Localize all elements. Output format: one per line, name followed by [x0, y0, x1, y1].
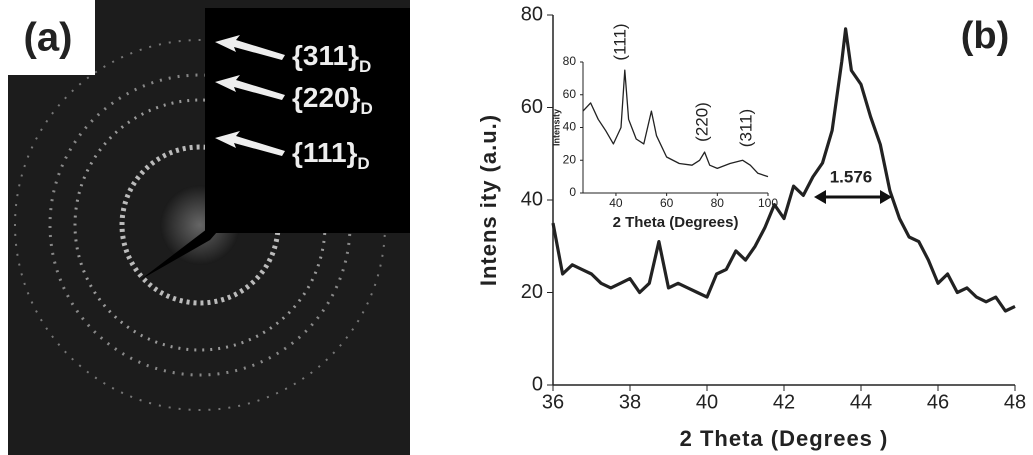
- x-tick-label: 80: [711, 196, 725, 210]
- annotation-subscript: D: [357, 154, 369, 173]
- y-tick-label: 80: [563, 54, 577, 68]
- x-tick-label: 44: [850, 391, 872, 413]
- y-tick-label: 40: [563, 120, 577, 134]
- arrow-head: [814, 190, 826, 204]
- peak-label: (220): [692, 102, 711, 142]
- panel-b: 36 38 40 42 44 46 48 0 20 40 60 80 2 Theta (Degrees …: [476, 3, 1026, 451]
- y-tick-label: 20: [521, 281, 543, 303]
- annotation-text: {220}: [292, 82, 361, 113]
- annotation: {220}D: [292, 82, 373, 118]
- x-tick-label: 40: [609, 196, 623, 210]
- data-line: [582, 69, 769, 178]
- y-axis-label: Intensity: [551, 109, 561, 146]
- y-tick-label: 60: [521, 96, 543, 118]
- peak-label: (111): [610, 23, 629, 60]
- inset-chart: 40 60 80 100 0 20 40 60 80 2 Theta (Degrees) Inten…: [551, 23, 778, 231]
- annotations: {311}D{220}D{111}D: [292, 40, 373, 173]
- x-tick-label: 42: [773, 391, 795, 413]
- x-tick-label: 60: [660, 196, 674, 210]
- y-tick-label: 0: [569, 185, 576, 199]
- arrows: [215, 35, 285, 156]
- data-line: [551, 27, 1016, 313]
- panel-a: (a) {311}D{220}D{111}D: [0, 0, 410, 455]
- y-tick-label: 80: [521, 3, 543, 25]
- annotation: {111}D: [292, 137, 370, 173]
- y-tick-label: 60: [563, 87, 577, 101]
- x-tick-label: 36: [542, 391, 564, 413]
- x-tick-label: 38: [619, 391, 641, 413]
- y-tick-label: 20: [563, 152, 577, 166]
- x-axis-label: 2 Theta (Degrees ): [680, 426, 889, 451]
- annotation-text: {111}: [292, 137, 358, 168]
- label-background: [0, 0, 95, 75]
- y-tick-label: 0: [532, 373, 543, 395]
- beam-stop: [140, 200, 245, 280]
- y-axis-label: Intens ity (a.u.): [476, 114, 501, 286]
- peak-label: (311): [736, 109, 755, 147]
- annotation-subscript: D: [359, 57, 371, 76]
- x-tick-label: 40: [696, 391, 718, 413]
- annotation-subscript: D: [361, 99, 373, 118]
- arrow-head: [880, 190, 892, 204]
- x-tick-label: 48: [1004, 391, 1026, 413]
- x-tick-label: 100: [758, 196, 778, 210]
- x-axis-label: 2 Theta (Degrees): [613, 214, 739, 231]
- y-tick-label: 40: [521, 188, 543, 210]
- main-chart: 36 38 40 42 44 46 48 0 20 40 60 80 2 Theta (Degrees …: [476, 3, 1026, 451]
- x-tick-label: 46: [927, 391, 949, 413]
- panel-label: (b): [961, 15, 1010, 57]
- annotation: 1.576: [830, 167, 873, 186]
- annotation-text: {311}: [292, 40, 359, 71]
- panel-label: (a): [24, 16, 73, 60]
- annotation: {311}D: [292, 40, 371, 76]
